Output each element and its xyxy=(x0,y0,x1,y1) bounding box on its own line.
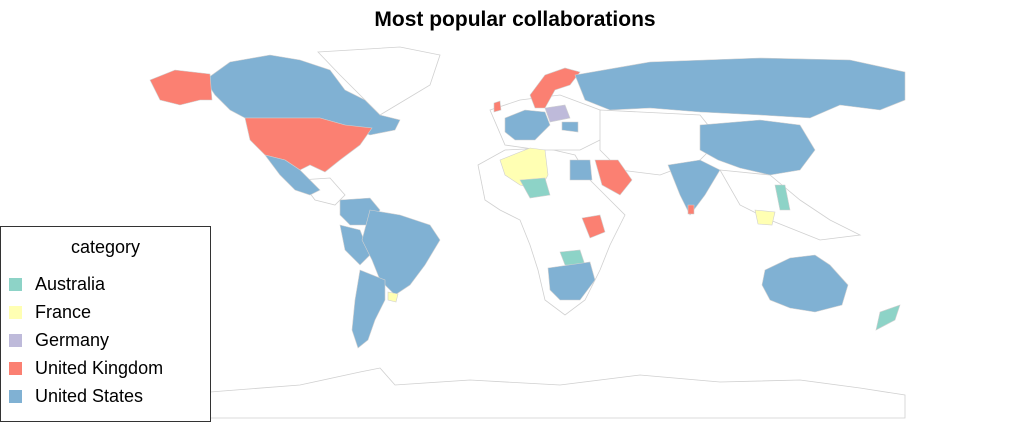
region-sri-lanka xyxy=(687,204,695,215)
region-argentina xyxy=(351,269,386,349)
region-kenya xyxy=(581,214,606,239)
legend-label: Australia xyxy=(35,273,106,294)
region-alaska xyxy=(149,69,213,106)
legend-swatch xyxy=(9,361,22,375)
region-mexico xyxy=(264,154,321,196)
legend: category Australia France Germany United… xyxy=(0,226,211,422)
region-poland xyxy=(544,104,571,123)
region-western-europe xyxy=(504,109,551,141)
region-ireland xyxy=(493,100,502,113)
region-indonesia-borneo- xyxy=(754,209,776,226)
legend-item-france: France xyxy=(9,302,91,322)
region-united-states xyxy=(244,117,373,173)
legend-item-germany: Germany xyxy=(9,330,109,350)
chart-title: Most popular collaborations xyxy=(374,8,656,31)
legend-label: United Kingdom xyxy=(35,357,164,378)
region-china xyxy=(699,119,816,176)
legend-title: category xyxy=(70,237,141,257)
region-peru xyxy=(339,224,371,266)
region-niger xyxy=(519,177,551,199)
legend-swatch xyxy=(9,305,22,319)
legend-item-united-states: United States xyxy=(9,386,143,406)
legend-label: United States xyxy=(35,385,144,406)
region-russia xyxy=(574,57,906,119)
legend-label: Germany xyxy=(35,329,110,350)
region-australia xyxy=(761,254,849,313)
legend-swatch xyxy=(9,333,22,347)
region-romania xyxy=(561,121,579,133)
legend-item-united-kingdom: United Kingdom xyxy=(9,358,163,378)
region-new-zealand xyxy=(875,304,901,331)
legend-swatch xyxy=(9,389,22,403)
legend-label: France xyxy=(35,301,92,322)
region-norway-sweden xyxy=(529,67,581,109)
region-brazil xyxy=(361,209,441,296)
region-philippines xyxy=(774,184,791,211)
region-mozambique-south-africa xyxy=(547,261,596,301)
region-canada xyxy=(204,54,401,136)
legend-item-australia: Australia xyxy=(9,274,105,294)
region-saudi-arabia xyxy=(594,159,633,196)
region-uruguay xyxy=(387,291,399,303)
region-egypt xyxy=(569,159,593,181)
region-india xyxy=(667,159,721,216)
legend-swatch xyxy=(9,277,22,291)
